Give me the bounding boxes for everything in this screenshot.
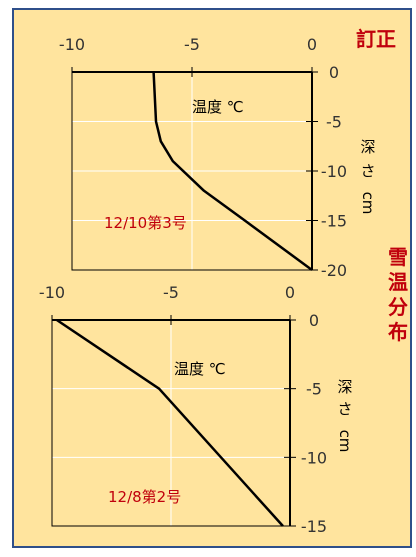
correction-label: 訂正 bbox=[356, 27, 396, 51]
series-line bbox=[152, 71, 313, 272]
y-tick-label: -20 bbox=[321, 261, 347, 280]
y-tick-label: -5 bbox=[306, 380, 322, 399]
x-tick-label: -5 bbox=[163, 283, 179, 302]
background-panel bbox=[12, 8, 412, 548]
y-axis-label-char: 深 bbox=[337, 378, 352, 396]
y-tick-label: 0 bbox=[309, 311, 319, 330]
x-tick-label: -5 bbox=[184, 35, 200, 54]
y-tick-label: -15 bbox=[301, 517, 327, 536]
y-axis-label-char: さ bbox=[360, 162, 375, 180]
issue-label: 12/8第2号 bbox=[108, 488, 181, 506]
issue-label: 12/10第3号 bbox=[104, 214, 187, 232]
y-axis-label-char: cm bbox=[359, 192, 377, 215]
x-tick-label: 0 bbox=[307, 35, 317, 54]
y-tick-label: -5 bbox=[326, 113, 342, 132]
y-tick-label: 0 bbox=[329, 63, 339, 82]
y-axis-label-char: 深 bbox=[360, 138, 375, 156]
side-title-char: 雪 bbox=[388, 245, 408, 269]
side-title-char: 分 bbox=[388, 295, 408, 319]
y-tick-label: -15 bbox=[321, 212, 347, 231]
x-tick-label: -10 bbox=[59, 35, 85, 54]
inner-temperature-label: 温度 ℃ bbox=[174, 360, 226, 378]
y-axis-label-char: さ bbox=[337, 400, 352, 418]
x-tick-label: 0 bbox=[285, 283, 295, 302]
y-tick-label: -10 bbox=[321, 162, 347, 181]
side-title-char: 温 bbox=[388, 270, 408, 294]
y-axis-label-char: cm bbox=[336, 430, 354, 453]
series-line bbox=[56, 318, 284, 527]
x-tick-label: -10 bbox=[39, 283, 65, 302]
inner-temperature-label: 温度 ℃ bbox=[192, 98, 244, 116]
side-title-char: 布 bbox=[388, 320, 408, 344]
y-tick-label: -10 bbox=[301, 448, 327, 467]
